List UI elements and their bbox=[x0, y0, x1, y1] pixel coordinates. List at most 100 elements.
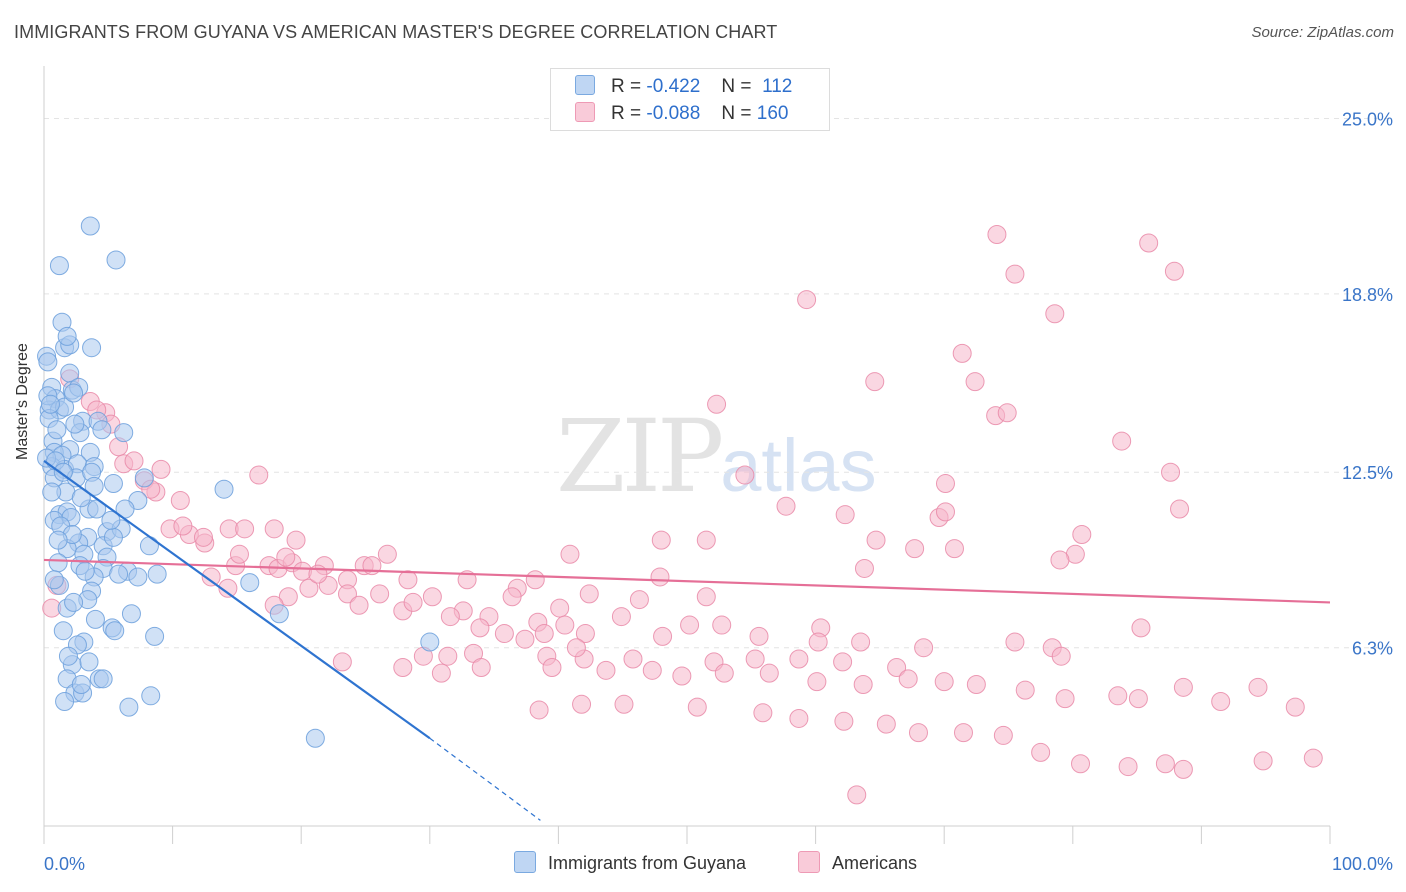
guyana-point bbox=[121, 604, 141, 624]
americans-point bbox=[749, 626, 769, 646]
guyana-point bbox=[47, 420, 67, 440]
americans-point bbox=[651, 530, 671, 550]
americans-point bbox=[745, 649, 765, 669]
americans-point bbox=[494, 624, 514, 644]
americans-point bbox=[935, 474, 955, 494]
legend-r-label: R = bbox=[611, 76, 642, 97]
americans-point bbox=[680, 615, 700, 635]
y-tick-label: 12.5% bbox=[1342, 463, 1393, 483]
americans-point bbox=[502, 587, 522, 607]
bottom-legend-swatch-americans bbox=[798, 851, 820, 873]
guyana-point bbox=[49, 256, 69, 276]
americans-point bbox=[965, 372, 985, 392]
americans-point bbox=[229, 544, 249, 564]
americans-point bbox=[1071, 754, 1091, 774]
americans-point bbox=[431, 663, 451, 683]
watermark-zip: ZIP bbox=[556, 398, 724, 515]
bottom-legend-americans: Americans bbox=[798, 851, 917, 874]
guyana-point bbox=[64, 592, 84, 612]
americans-point bbox=[403, 592, 423, 612]
guyana-point bbox=[305, 728, 325, 748]
guyana-point bbox=[48, 553, 68, 573]
legend-swatch-americans bbox=[575, 102, 595, 122]
guyana-point bbox=[114, 423, 134, 443]
guyana-point bbox=[65, 414, 85, 434]
americans-point bbox=[696, 530, 716, 550]
americans-point bbox=[808, 632, 828, 652]
americans-point bbox=[1131, 618, 1151, 638]
americans-point bbox=[789, 708, 809, 728]
americans-point bbox=[534, 624, 554, 644]
americans-point bbox=[807, 672, 827, 692]
americans-point bbox=[542, 658, 562, 678]
americans-point bbox=[579, 584, 599, 604]
legend-row-americans: R = -0.088 N = 160 bbox=[575, 102, 788, 126]
guyana-point bbox=[134, 468, 154, 488]
americans-point bbox=[292, 561, 312, 581]
guyana-point bbox=[48, 530, 68, 550]
americans-point bbox=[642, 660, 662, 680]
guyana-point bbox=[119, 697, 139, 717]
americans-point bbox=[876, 714, 896, 734]
americans-point bbox=[614, 694, 634, 714]
americans-point bbox=[1139, 233, 1159, 253]
americans-point bbox=[1045, 304, 1065, 324]
guyana-point bbox=[214, 479, 234, 499]
americans-point bbox=[555, 615, 575, 635]
bottom-legend-label: Americans bbox=[832, 853, 918, 873]
americans-point bbox=[898, 669, 918, 689]
americans-point bbox=[1108, 686, 1128, 706]
americans-point bbox=[1118, 757, 1138, 777]
guyana-point bbox=[105, 621, 125, 641]
americans-point bbox=[1248, 677, 1268, 697]
legend-row-guyana: R = -0.422 N = 112 bbox=[575, 75, 792, 99]
americans-point bbox=[1072, 524, 1092, 544]
americans-point bbox=[735, 465, 755, 485]
legend-n-label: N = bbox=[721, 76, 752, 97]
guyana-point bbox=[79, 652, 99, 672]
americans-point bbox=[854, 558, 874, 578]
americans-point bbox=[834, 711, 854, 731]
y-tick-label: 25.0% bbox=[1342, 109, 1393, 129]
correlation-legend: R = -0.422 N = 112 R = -0.088 N = 160 bbox=[550, 68, 830, 131]
americans-point bbox=[525, 570, 545, 590]
americans-point bbox=[1253, 751, 1273, 771]
bottom-legend-swatch-guyana bbox=[514, 851, 536, 873]
americans-point bbox=[866, 530, 886, 550]
americans-point bbox=[953, 723, 973, 743]
guyana-point bbox=[38, 352, 58, 372]
guyana-point bbox=[82, 338, 102, 358]
guyana-point bbox=[139, 536, 159, 556]
legend-swatch-guyana bbox=[575, 75, 595, 95]
y-tick-label: 6.3% bbox=[1352, 639, 1393, 659]
americans-point bbox=[835, 505, 855, 525]
guyana-point bbox=[106, 250, 126, 270]
americans-point bbox=[1005, 264, 1025, 284]
americans-point bbox=[470, 618, 490, 638]
americans-point bbox=[934, 672, 954, 692]
legend-n-value: 112 bbox=[762, 76, 793, 97]
americans-point bbox=[952, 343, 972, 363]
americans-point bbox=[611, 607, 631, 627]
guyana-point bbox=[40, 394, 60, 414]
americans-point bbox=[1173, 759, 1193, 779]
americans-point bbox=[438, 646, 458, 666]
americans-point bbox=[997, 403, 1017, 423]
americans-trend-line bbox=[43, 558, 1331, 604]
americans-point bbox=[993, 725, 1013, 745]
americans-point bbox=[276, 547, 296, 567]
americans-point bbox=[566, 638, 586, 658]
guyana-point bbox=[80, 216, 100, 236]
americans-point bbox=[1173, 677, 1193, 697]
americans-point bbox=[560, 544, 580, 564]
americans-point bbox=[789, 649, 809, 669]
bottom-legend-label: Immigrants from Guyana bbox=[548, 853, 747, 873]
watermark: ZIPatlas bbox=[556, 398, 877, 515]
americans-point bbox=[833, 652, 853, 672]
guyana-point bbox=[85, 609, 105, 629]
legend-r-value: -0.422 bbox=[646, 76, 701, 97]
americans-point bbox=[1031, 742, 1051, 762]
guyana-point bbox=[57, 326, 77, 346]
watermark-atlas: atlas bbox=[720, 424, 877, 507]
